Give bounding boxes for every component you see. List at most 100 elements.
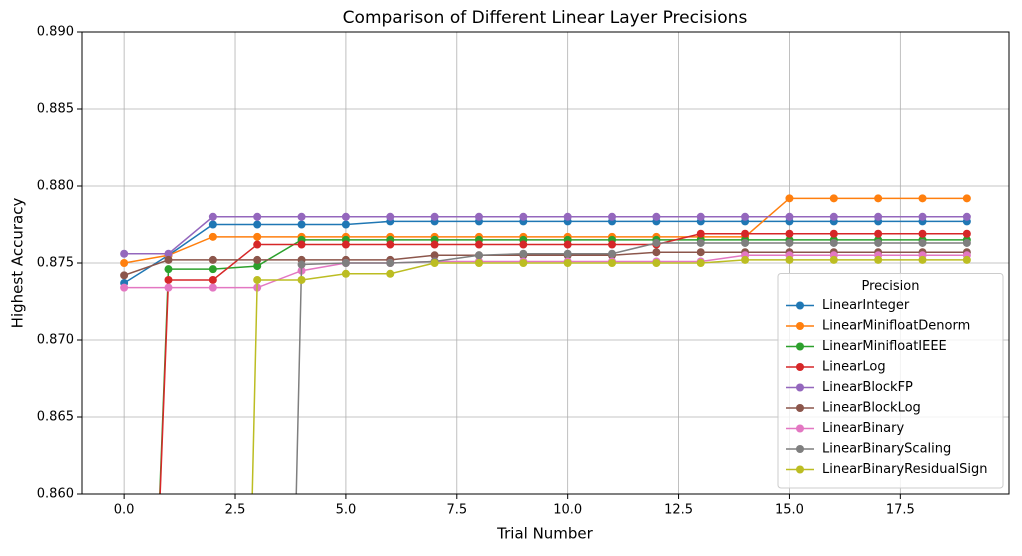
point [164, 255, 173, 264]
x-tick-label: 5.0 [336, 503, 357, 518]
point [474, 251, 483, 260]
point [519, 249, 528, 258]
point [341, 212, 350, 221]
legend-marker [796, 322, 804, 330]
point [696, 259, 705, 267]
point [696, 212, 705, 221]
chart-title: Comparison of Different Linear Layer Pre… [343, 8, 748, 28]
point [474, 240, 483, 249]
legend-marker [796, 363, 804, 371]
legend-title: Precision [861, 279, 919, 294]
legend-label: LinearLog [822, 360, 886, 375]
point [874, 229, 883, 238]
point [785, 255, 794, 264]
legend-label: LinearMinifloatDenorm [822, 319, 970, 334]
point [208, 275, 217, 284]
point [253, 240, 262, 249]
y-tick-label: 0.870 [37, 333, 74, 348]
x-tick-label: 10.0 [553, 503, 582, 518]
legend-box [777, 273, 1004, 489]
point [962, 194, 971, 203]
series-line [124, 197, 967, 264]
point [386, 212, 395, 221]
point [696, 229, 705, 238]
y-tick-label: 0.885 [37, 102, 74, 117]
point [430, 212, 439, 221]
x-axis-label: Trial Number [496, 525, 594, 543]
point [785, 238, 794, 247]
point [652, 248, 661, 257]
legend-marker [796, 465, 804, 474]
point [608, 249, 617, 258]
series-line [159, 239, 967, 494]
series-line [251, 259, 967, 494]
plot-frame [81, 31, 1010, 495]
point [341, 240, 350, 249]
point [474, 259, 483, 267]
point [208, 220, 217, 229]
point [297, 275, 306, 284]
legend-marker [796, 342, 804, 351]
point [829, 255, 838, 264]
plot-area [120, 194, 971, 494]
point [741, 238, 750, 247]
point [208, 265, 217, 274]
point [874, 194, 883, 203]
point [918, 229, 927, 238]
point [918, 212, 927, 221]
point [208, 255, 217, 264]
y-tick-label: 0.875 [37, 256, 74, 271]
point [874, 255, 883, 264]
point [253, 232, 262, 241]
point [253, 212, 262, 221]
legend-marker [796, 404, 804, 412]
series-line [124, 254, 967, 289]
point [430, 251, 439, 260]
point [962, 238, 971, 247]
point [563, 212, 572, 221]
point [918, 194, 927, 203]
series-line [123, 251, 967, 277]
legend-label: LinearBinary [822, 421, 904, 436]
point [386, 259, 395, 267]
point [341, 269, 350, 278]
point [297, 220, 306, 229]
point [474, 212, 483, 221]
point [430, 240, 439, 249]
x-tick-label: 15.0 [775, 503, 804, 518]
point [608, 240, 617, 249]
legend-label: LinearBinaryScaling [822, 442, 951, 457]
point [297, 240, 306, 249]
series-line [124, 216, 967, 255]
point [696, 238, 705, 247]
legend-label: LinearBlockFP [822, 380, 913, 395]
point [341, 259, 350, 267]
point [741, 229, 750, 238]
point [208, 232, 217, 241]
series-line [123, 220, 967, 284]
point [386, 240, 395, 249]
point [519, 240, 528, 249]
point [208, 283, 217, 292]
point [962, 212, 971, 221]
legend-label: LinearInteger [822, 298, 910, 313]
point [874, 238, 883, 247]
y-tick-label: 0.880 [37, 179, 74, 194]
point [829, 194, 838, 203]
point [563, 259, 572, 267]
point [120, 271, 129, 280]
legend-marker [796, 301, 804, 310]
point [120, 283, 129, 292]
point [164, 283, 173, 292]
series-line [159, 232, 967, 494]
point [608, 259, 617, 267]
point [829, 229, 838, 238]
point [386, 269, 395, 278]
x-tick-label: 7.5 [446, 503, 467, 518]
y-tick-label: 0.860 [37, 487, 74, 502]
legend-label: LinearMinifloatIEEE [822, 339, 947, 354]
x-tick-label: 17.5 [886, 503, 915, 518]
point [341, 220, 350, 229]
